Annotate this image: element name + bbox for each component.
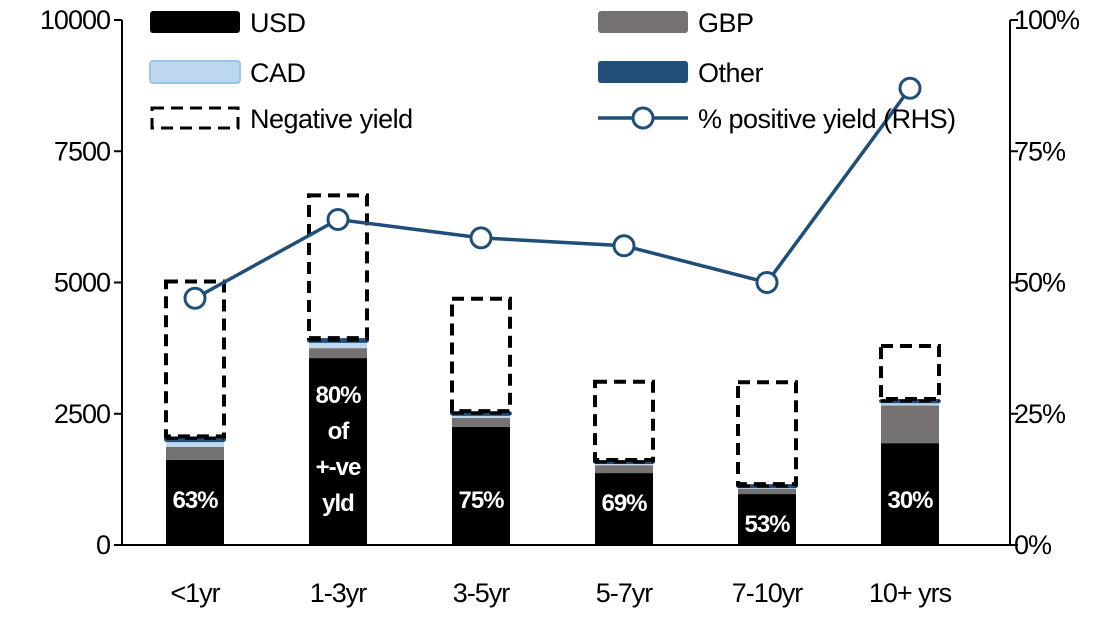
data-label: 53%: [744, 511, 790, 538]
legend-label: CAD: [250, 58, 306, 88]
legend-swatch: [598, 61, 688, 83]
bar-gbp: [881, 405, 939, 444]
legend-swatch: [150, 11, 240, 33]
category-label: <1yr: [170, 578, 220, 608]
bar-gbp: [166, 446, 224, 460]
bar-cad: [309, 342, 367, 349]
data-label: 75%: [458, 487, 504, 514]
legend-label: USD: [250, 8, 306, 38]
bar-negative-yield: [450, 296, 512, 414]
category-label: 10+ yrs: [869, 578, 952, 608]
category-label: 7-10yr: [732, 578, 804, 608]
data-label: 80% of +-ve yld: [315, 382, 361, 517]
left-tick-label: 5000: [54, 268, 110, 298]
bar-negative-yield: [593, 379, 655, 462]
bar-cad: [452, 415, 510, 418]
legend-swatch: [598, 11, 688, 33]
legend-label: % positive yield (RHS): [698, 104, 956, 134]
left-tick-label: 7500: [54, 136, 110, 166]
data-label: 30%: [887, 487, 933, 514]
data-label-line: yld: [322, 490, 354, 517]
left-tick-label: 2500: [54, 399, 110, 429]
legend-label: Negative yield: [250, 104, 413, 134]
bar-gbp: [595, 465, 653, 474]
bar-negative-yield: [164, 279, 226, 439]
data-label-line: 75%: [458, 487, 504, 514]
data-label-line: of: [328, 418, 351, 445]
data-label-line: 80%: [315, 382, 361, 409]
bar-negative-yield: [307, 193, 369, 341]
data-label-line: 53%: [744, 511, 790, 538]
line-positive-yield: [194, 87, 912, 300]
bar-cad: [595, 463, 653, 466]
bar-gbp: [738, 488, 796, 495]
line-point: [755, 271, 779, 294]
bar-usd: [881, 443, 939, 545]
right-tick-label: 50%: [1014, 268, 1066, 298]
bar-negative-yield: [736, 380, 798, 487]
data-label-line: 63%: [172, 487, 218, 514]
left-tick-label: 0: [96, 530, 110, 560]
legend-label: GBP: [698, 8, 754, 38]
bar-usd: [452, 426, 510, 545]
bar-gbp: [309, 348, 367, 359]
left-tick-label: 10000: [40, 5, 110, 35]
right-tick-label: 0%: [1014, 530, 1052, 560]
bar-usd: [738, 494, 796, 545]
right-tick-label: 100%: [1014, 5, 1080, 35]
data-label-line: +-ve: [316, 454, 361, 481]
data-label-line: 69%: [601, 490, 647, 517]
bar-usd: [166, 459, 224, 545]
data-label-line: 30%: [887, 487, 933, 514]
line-point: [612, 234, 636, 258]
line-point: [898, 76, 922, 100]
bar-usd: [595, 473, 653, 545]
legend-marker: [631, 106, 655, 130]
category-label: 5-7yr: [596, 578, 654, 608]
line-point: [469, 226, 493, 250]
right-tick-label: 75%: [1014, 136, 1066, 166]
line-point: [183, 286, 207, 310]
legend-swatch: [150, 106, 240, 130]
bar-cad: [166, 442, 224, 447]
bar-cad: [881, 403, 939, 406]
legend-swatch: [149, 60, 241, 84]
bar-usd: [309, 358, 367, 545]
bar-gbp: [452, 417, 510, 427]
data-label: 69%: [601, 490, 647, 517]
category-label: 1-3yr: [310, 578, 368, 608]
right-tick-label: 25%: [1014, 399, 1066, 429]
data-label: 63%: [172, 487, 218, 514]
legend-label: Other: [698, 58, 764, 88]
category-label: 3-5yr: [453, 578, 511, 608]
line-point: [326, 208, 350, 231]
bar-negative-yield: [879, 344, 941, 402]
